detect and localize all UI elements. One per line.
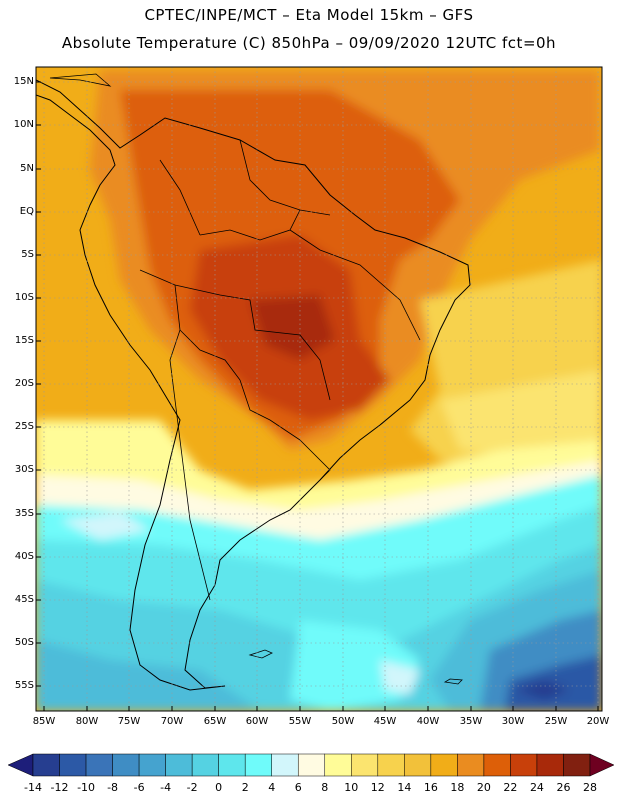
colorbar-label: 4	[268, 781, 276, 794]
lat-label: 30S	[14, 464, 34, 475]
lon-label: 25W	[544, 716, 568, 727]
lon-label: 20W	[586, 716, 610, 727]
colorbar-swatch	[218, 753, 246, 777]
colorbar-label: 24	[529, 781, 544, 794]
colorbar-label: -2	[186, 781, 198, 794]
colorbar-swatch	[165, 753, 193, 777]
graticule	[36, 67, 602, 711]
temperature-field	[36, 67, 602, 711]
colorbar-swatch	[404, 753, 432, 777]
lon-label: 65W	[203, 716, 227, 727]
colorbar-label: 28	[583, 781, 597, 794]
colorbar-label: -8	[107, 781, 119, 794]
colorbar-label: 10	[344, 781, 359, 794]
lon-label: 55W	[288, 716, 312, 727]
colorbar-swatch	[563, 753, 591, 777]
lat-label: 45S	[14, 594, 34, 605]
colorbar-label: 6	[294, 781, 302, 794]
colorbar-swatch	[271, 753, 299, 777]
colorbar-swatch	[324, 753, 352, 777]
colorbar-swatch	[32, 753, 60, 777]
colorbar-swatch	[59, 753, 87, 777]
lat-label: 35S	[14, 508, 34, 519]
lon-label: 80W	[75, 716, 99, 727]
lon-label: 40W	[416, 716, 440, 727]
axis-ticks	[36, 81, 599, 711]
colorbar-swatch	[351, 753, 379, 777]
lat-label: 5N	[20, 163, 34, 174]
colorbar-over-arrow	[589, 753, 615, 777]
lat-label: 15N	[13, 76, 34, 87]
lat-label: 20S	[14, 378, 34, 389]
colorbar-swatch	[138, 753, 166, 777]
lat-label: 5S	[21, 249, 34, 260]
lon-label: 30W	[501, 716, 525, 727]
lon-label: 35W	[459, 716, 483, 727]
coastline	[36, 79, 471, 691]
colorbar-swatch	[510, 753, 538, 777]
map-subtitle: Absolute Temperature (C) 850hPa – 09/09/…	[61, 34, 557, 52]
lon-label: 75W	[117, 716, 141, 727]
colorbar-label: 20	[476, 781, 491, 794]
colorbar-label: 26	[556, 781, 571, 794]
lon-label: 85W	[32, 716, 56, 727]
colorbar-swatch	[112, 753, 140, 777]
colorbar-label: 18	[450, 781, 465, 794]
colorbar	[7, 753, 615, 777]
lon-label: 70W	[160, 716, 184, 727]
colorbar-swatch	[244, 753, 272, 777]
colorbar-label: -10	[77, 781, 96, 794]
lon-label: 45W	[373, 716, 397, 727]
lat-label: EQ	[19, 206, 34, 217]
colorbar-label: -14	[24, 781, 42, 794]
colorbar-swatch	[536, 753, 564, 777]
colorbar-label: 12	[370, 781, 385, 794]
lat-label: 25S	[14, 421, 34, 432]
lat-label: 40S	[14, 551, 34, 562]
colorbar-swatch	[297, 753, 326, 777]
islands	[49, 73, 463, 685]
map-title: CPTEC/INPE/MCT – Eta Model 15km – GFS	[144, 6, 474, 24]
lon-label: 50W	[331, 716, 355, 727]
colorbar-swatch	[85, 753, 113, 777]
lat-label: 10S	[14, 292, 34, 303]
lon-label: 60W	[245, 716, 269, 727]
colorbar-swatch	[191, 753, 219, 777]
colorbar-label: 8	[321, 781, 329, 794]
lat-label: 55S	[14, 680, 34, 691]
colorbar-swatch	[457, 753, 485, 777]
colorbar-under-arrow	[7, 753, 34, 777]
colorbar-swatch	[377, 753, 405, 777]
colorbar-label: 22	[503, 781, 518, 794]
lat-label: 50S	[14, 637, 34, 648]
colorbar-label: 0	[215, 781, 223, 794]
lat-label: 10N	[13, 119, 34, 130]
lat-label: 15S	[14, 335, 34, 346]
colorbar-label: 16	[423, 781, 438, 794]
colorbar-label: 2	[241, 781, 249, 794]
country-borders	[139, 139, 421, 601]
colorbar-label: -4	[160, 781, 172, 794]
colorbar-label: -12	[50, 781, 69, 794]
colorbar-label: -6	[133, 781, 145, 794]
map-frame	[35, 66, 603, 712]
colorbar-label: 14	[397, 781, 412, 794]
colorbar-swatch	[430, 753, 458, 777]
colorbar-swatch	[483, 753, 511, 777]
